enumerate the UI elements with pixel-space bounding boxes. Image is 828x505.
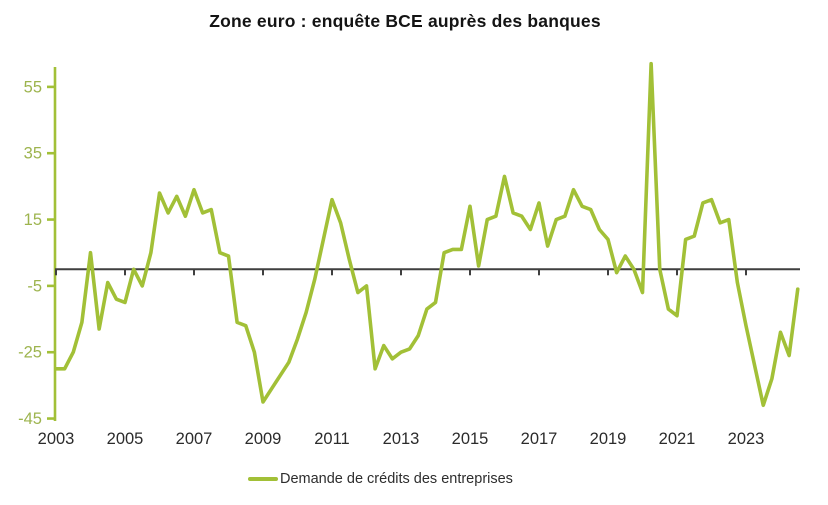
legend: Demande de crédits des entreprises (248, 470, 513, 488)
x-tick-label: 2023 (728, 430, 765, 448)
y-tick-label: 35 (24, 145, 42, 163)
y-tick-label: 15 (24, 211, 42, 229)
x-tick-label: 2005 (107, 430, 144, 448)
x-tick-label: 2009 (245, 430, 282, 448)
x-tick-label: 2021 (659, 430, 696, 448)
legend-label: Demande de crédits des entreprises (280, 471, 513, 487)
x-tick-label: 2013 (383, 430, 420, 448)
x-tick-label: 2019 (590, 430, 627, 448)
zero-line (55, 268, 800, 276)
y-tick-label: -25 (18, 344, 42, 362)
y-tick-label: 55 (24, 78, 42, 96)
chart-title: Zone euro : enquête BCE auprès des banqu… (209, 11, 601, 31)
x-tick-label: 2003 (38, 430, 75, 448)
x-tick-label: 2017 (521, 430, 558, 448)
y-tick-label: -45 (18, 410, 42, 428)
legend-line-swatch (248, 477, 278, 481)
x-tick-label: 2007 (176, 430, 213, 448)
y-tick-label: -5 (27, 277, 42, 295)
y-axis: 55 35 15 -5 -25 -45 (18, 67, 57, 428)
x-tick-label: 2015 (452, 430, 489, 448)
demand-line (54, 61, 800, 408)
x-tick-label: 2011 (314, 430, 349, 448)
x-axis-labels: 2003 2005 2007 2009 2011 2013 2015 2017 2019 2021… (38, 430, 765, 448)
